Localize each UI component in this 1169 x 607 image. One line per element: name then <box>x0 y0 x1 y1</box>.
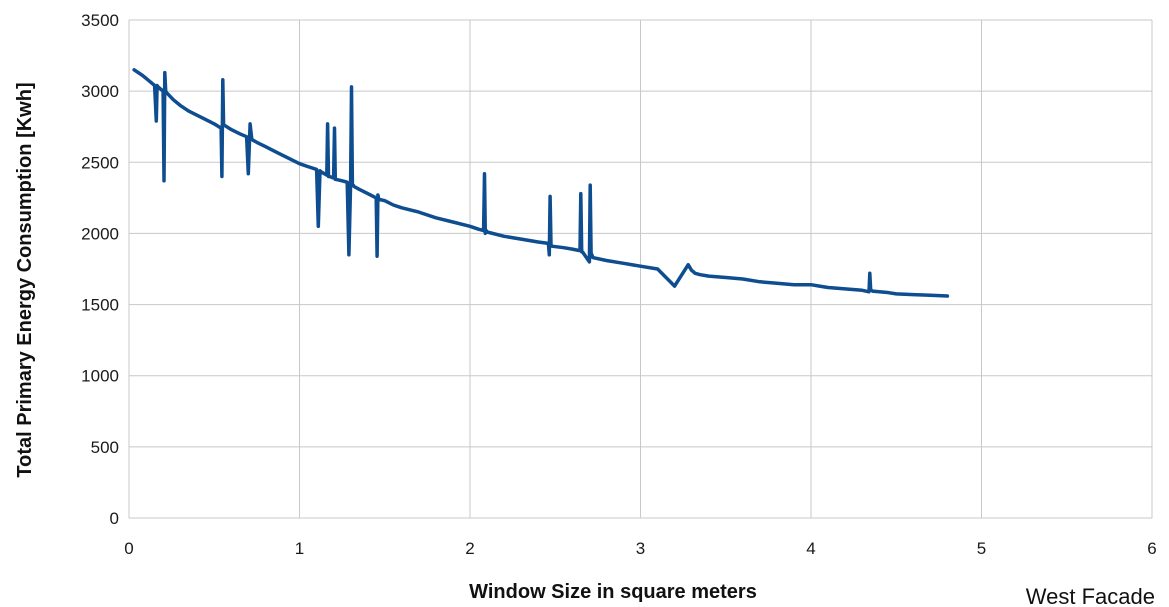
x-tick-label: 1 <box>295 539 304 558</box>
x-tick-label: 6 <box>1147 539 1156 558</box>
y-tick-label: 1500 <box>81 296 119 315</box>
y-tick-label: 500 <box>91 438 119 457</box>
y-tick-label: 3000 <box>81 82 119 101</box>
series-layer <box>132 68 950 298</box>
y-tick-label: 2500 <box>81 153 119 172</box>
y-tick-labels: 0 500 1000 1500 2000 2500 3000 3500 <box>81 11 119 528</box>
y-axis-title: Total Primary Energy Consumption [Kwh] <box>14 82 36 477</box>
x-tick-label: 0 <box>124 539 133 558</box>
grid <box>128 19 1153 519</box>
series-line <box>132 68 950 298</box>
y-tick-label: 3500 <box>81 11 119 30</box>
x-tick-label: 2 <box>465 539 474 558</box>
y-tick-label: 0 <box>110 509 119 528</box>
x-tick-label: 3 <box>636 539 645 558</box>
chart-caption: West Facade <box>1026 584 1155 607</box>
y-tick-label: 2000 <box>81 224 119 243</box>
x-tick-labels: 0 1 2 3 4 5 6 <box>124 539 1156 558</box>
y-tick-label: 1000 <box>81 367 119 386</box>
x-tick-label: 4 <box>806 539 815 558</box>
x-tick-label: 5 <box>977 539 986 558</box>
x-axis-title: Window Size in square meters <box>469 581 757 603</box>
